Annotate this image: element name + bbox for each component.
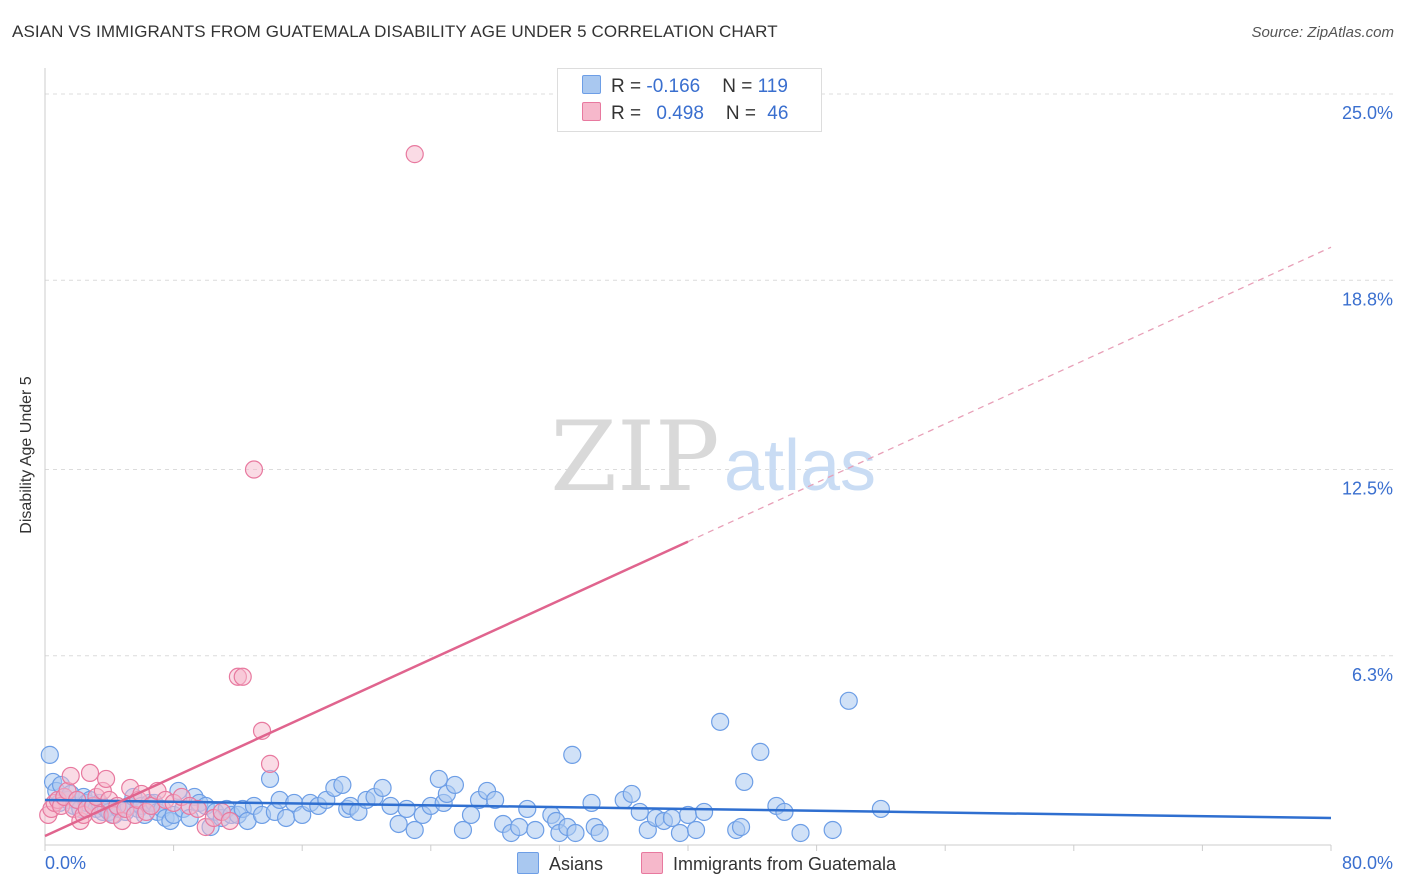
legend-n-label: N = xyxy=(722,76,758,97)
data-point-asians xyxy=(731,817,751,837)
legend-swatch-asians xyxy=(582,75,601,94)
data-point-asians xyxy=(823,820,842,840)
chart-title: ASIAN VS IMMIGRANTS FROM GUATEMALA DISAB… xyxy=(12,22,778,41)
y-tick-label: 6.3% xyxy=(1352,665,1393,685)
axes-layer xyxy=(44,68,1332,851)
data-point-guatemala xyxy=(244,460,264,479)
trend-lines xyxy=(44,246,1332,838)
legend-item-asians[interactable]: Asians xyxy=(517,852,603,875)
correlation-legend: R = -0.166 N = 119 R = 0.498 N = 46 xyxy=(557,68,822,132)
data-point-asians xyxy=(397,799,416,819)
source-label: Source: ZipAtlas.com xyxy=(1251,24,1394,41)
x-tick-label: 80.0% xyxy=(1342,853,1393,873)
legend-label-asians: Asians xyxy=(549,854,604,874)
data-point-guatemala xyxy=(220,811,239,831)
legend-n-value: 119 xyxy=(757,76,788,97)
data-point-asians xyxy=(711,712,730,731)
watermark-atlas: atlas xyxy=(724,426,876,506)
data-point-asians xyxy=(453,820,473,840)
grid-layer xyxy=(45,93,1393,657)
trend-line-guatemala-extension xyxy=(687,246,1332,543)
data-point-asians xyxy=(662,808,682,828)
y-axis-label: Disability Age Under 5 xyxy=(18,376,35,534)
legend-r-value: -0.166 xyxy=(646,76,701,97)
data-point-asians xyxy=(486,790,505,810)
legend-n-label: N = xyxy=(725,103,762,124)
legend-r-label: R = xyxy=(611,76,647,97)
data-point-asians xyxy=(775,802,794,822)
data-point-asians xyxy=(751,742,770,761)
y-tick-label: 25.0% xyxy=(1342,103,1393,123)
data-point-guatemala xyxy=(96,769,116,789)
legend-item-guatemala[interactable]: Immigrants from Guatemala xyxy=(641,852,896,875)
data-point-asians xyxy=(735,772,754,792)
legend-swatch-guatemala xyxy=(582,102,601,121)
data-point-asians xyxy=(510,817,529,837)
series-legend: Asians Immigrants from Guatemala xyxy=(0,852,1406,878)
data-point-guatemala xyxy=(260,754,280,773)
data-point-asians xyxy=(389,814,408,834)
series-guatemala xyxy=(39,145,424,837)
data-point-asians xyxy=(333,775,352,795)
series-asians xyxy=(40,691,891,843)
legend-row-guatemala: R = 0.498 N = 46 xyxy=(582,102,788,128)
y-tick-label: 12.5% xyxy=(1342,479,1393,499)
data-point-asians xyxy=(590,823,609,843)
data-point-asians xyxy=(526,820,545,840)
trend-line-guatemala xyxy=(44,540,689,838)
data-point-asians xyxy=(871,799,891,819)
data-point-asians xyxy=(630,802,649,822)
data-point-asians xyxy=(445,775,465,795)
legend-label-guatemala: Immigrants from Guatemala xyxy=(673,854,897,874)
x-tick-label: 0.0% xyxy=(45,853,86,873)
data-point-guatemala xyxy=(61,766,80,786)
data-point-guatemala xyxy=(80,763,100,783)
data-point-guatemala xyxy=(188,799,207,819)
y-tick-label: 18.8% xyxy=(1342,289,1393,309)
data-point-asians xyxy=(277,808,296,828)
data-point-asians xyxy=(839,691,858,710)
data-point-asians xyxy=(670,823,690,843)
data-point-asians xyxy=(563,745,582,764)
tick-labels: 6.3% 12.5% 18.8% 25.0% 0.0% 80.0% xyxy=(45,103,1393,873)
data-point-guatemala xyxy=(233,667,252,686)
legend-row-asians: R = -0.166 N = 119 xyxy=(582,75,788,101)
data-point-asians xyxy=(373,778,392,798)
data-point-asians xyxy=(791,823,810,843)
legend-n-value: 46 xyxy=(767,103,789,124)
data-point-asians xyxy=(40,745,59,764)
data-point-asians xyxy=(694,802,714,822)
legend-swatch-asians xyxy=(517,852,539,874)
data-point-asians xyxy=(566,823,585,843)
data-point-asians xyxy=(405,820,424,840)
legend-swatch-guatemala xyxy=(641,852,663,874)
legend-r-value: 0.498 xyxy=(656,103,704,124)
data-point-asians xyxy=(461,805,481,825)
watermark-zip: ZIP xyxy=(550,401,719,513)
data-point-asians xyxy=(518,799,537,819)
data-point-asians xyxy=(622,784,641,804)
data-point-asians xyxy=(429,769,448,789)
data-point-asians xyxy=(686,820,706,840)
legend-r-label: R = xyxy=(611,103,647,124)
trend-line-asians xyxy=(44,798,1332,820)
data-point-guatemala xyxy=(405,145,424,164)
